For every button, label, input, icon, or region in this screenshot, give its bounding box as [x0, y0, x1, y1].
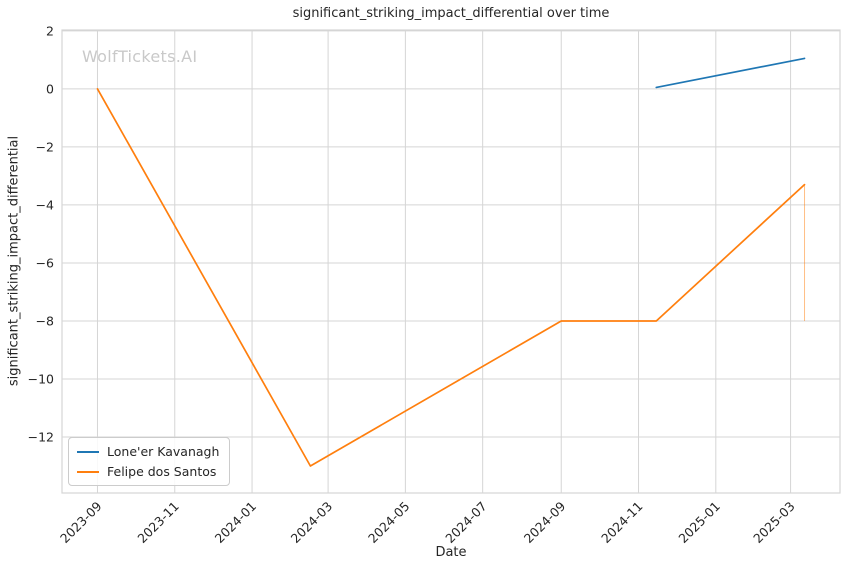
plot-border	[61, 29, 841, 494]
y-tick-label: −4	[36, 197, 54, 212]
legend-line-swatch	[77, 450, 99, 453]
y-axis-label: significant_striking_impact_differential	[6, 135, 22, 387]
legend-label: Felipe dos Santos	[107, 464, 217, 479]
y-tick-label: −10	[28, 371, 54, 386]
y-tick-label: −8	[36, 313, 54, 328]
legend-item: Felipe dos Santos	[77, 464, 219, 479]
x-tick-label: 2023-09	[57, 498, 105, 546]
x-tick-label: 2025-01	[675, 499, 723, 547]
y-tick-label: −12	[28, 430, 54, 445]
x-tick-label: 2024-03	[288, 499, 336, 547]
legend: Lone'er Kavanagh Felipe dos Santos	[68, 437, 231, 486]
series-line-0	[655, 57, 806, 89]
x-tick-label: 2024-07	[442, 499, 490, 547]
x-tick-label: 2024-11	[598, 499, 646, 547]
x-tick-label: 2023-11	[134, 499, 182, 547]
x-axis-label: Date	[435, 545, 467, 560]
x-tick-label: 2024-01	[212, 499, 260, 547]
watermark: WolfTickets.AI	[82, 47, 198, 66]
legend-item: Lone'er Kavanagh	[77, 444, 219, 459]
x-tick-label: 2024-09	[521, 498, 569, 546]
legend-label: Lone'er Kavanagh	[107, 444, 220, 459]
y-tick-label: −2	[36, 139, 54, 154]
chart-title: significant_striking_impact_differential…	[292, 6, 610, 21]
y-tick-label: −6	[36, 255, 54, 270]
x-tick-label: 2024-05	[365, 499, 413, 547]
x-tick-label: 2025-03	[750, 499, 798, 547]
series-line-1	[96, 88, 806, 467]
y-tick-label: 0	[46, 81, 54, 96]
y-tick-label: 2	[46, 23, 54, 38]
legend-line-swatch	[77, 470, 99, 473]
